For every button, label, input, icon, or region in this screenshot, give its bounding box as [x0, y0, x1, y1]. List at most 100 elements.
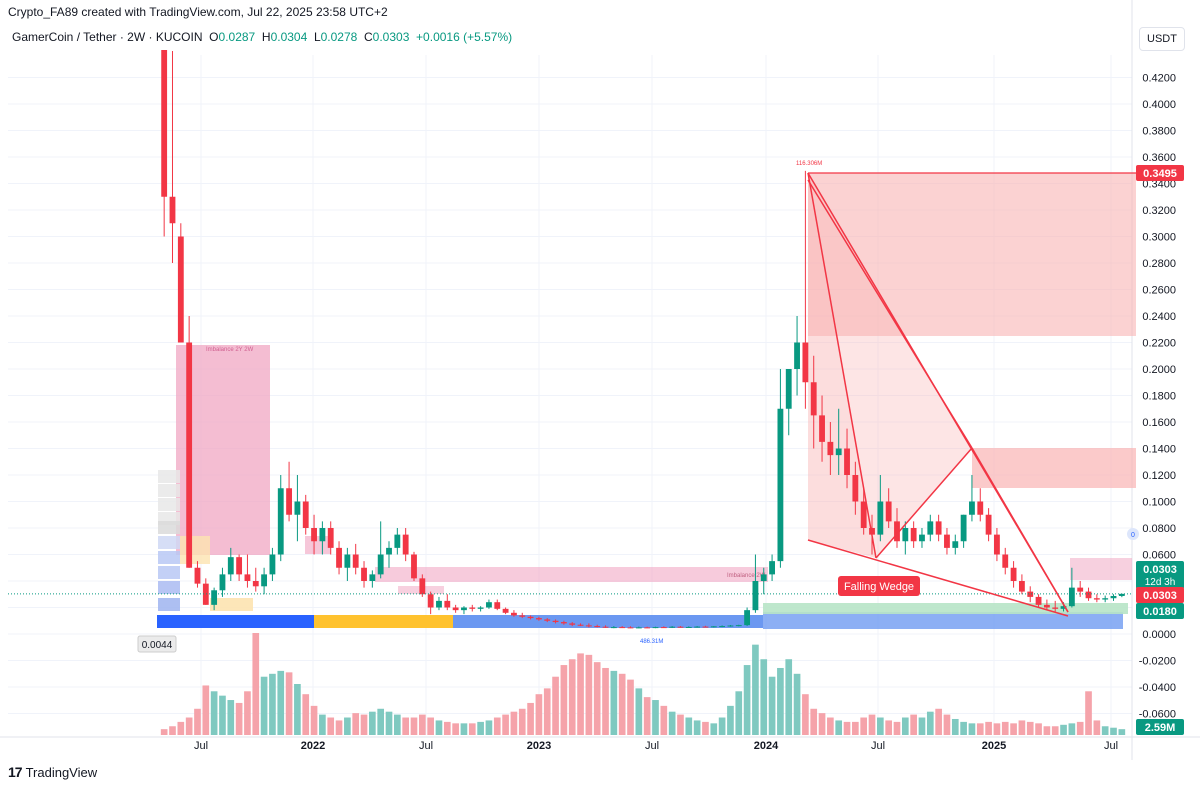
volume-bar: [435, 720, 443, 735]
candle-body: [669, 626, 676, 628]
volume-bar: [877, 717, 884, 735]
candle-body: [919, 534, 925, 542]
open-value: 0.0287: [218, 30, 256, 44]
candle-body: [1002, 554, 1009, 568]
volume-bar: [568, 659, 576, 735]
candle-body: [977, 501, 984, 515]
candle-body: [1010, 567, 1017, 581]
candle-body: [311, 528, 317, 542]
small-pink-zone: [305, 536, 331, 554]
candle-body: [752, 581, 759, 611]
volume-bar: [785, 659, 793, 735]
candle-body: [369, 574, 376, 581]
volume-bar: [943, 714, 951, 735]
volume-bar: [802, 694, 809, 735]
volume-bar: [818, 713, 826, 735]
candle-body: [819, 415, 825, 442]
currency-button[interactable]: USDT: [1139, 27, 1185, 51]
tradingview-logo-text: TradingView: [25, 764, 98, 780]
candle-body: [394, 534, 401, 548]
candle-body: [477, 607, 484, 609]
volume-bars: [160, 633, 1126, 735]
candle-body: [660, 627, 667, 629]
candle-body: [202, 583, 209, 605]
candle-body: [810, 382, 817, 416]
time-tick-label: 2025: [982, 740, 1006, 752]
volume-bar: [369, 711, 376, 735]
candle-body: [494, 602, 501, 609]
candle-body: [652, 627, 659, 629]
time-tick-label: Jul: [1104, 740, 1118, 752]
volume-bar: [302, 694, 310, 735]
candle-body: [602, 626, 609, 628]
candle-body: [1043, 604, 1050, 608]
order-block: [158, 581, 180, 594]
price-tick-label: 0.1600: [1142, 417, 1176, 429]
tradingview-logo[interactable]: 17 TradingView: [8, 764, 97, 780]
low-label: L: [313, 30, 321, 44]
candle-body: [777, 408, 784, 562]
volume-bar: [169, 726, 176, 735]
volume-bar: [593, 662, 601, 735]
price-tick-label: 0.2400: [1142, 311, 1176, 323]
volume-bar: [277, 670, 285, 735]
volume-bar: [1085, 691, 1092, 735]
volume-bar: [960, 721, 967, 735]
volume-bar: [418, 714, 426, 735]
volume-bar: [685, 717, 693, 735]
candle-body: [860, 501, 867, 528]
close-value: 0.0303: [372, 30, 410, 44]
price-tick-label: -0.0200: [1139, 656, 1176, 668]
volume-bar: [452, 723, 459, 735]
volume-bar: [252, 633, 260, 735]
volume-bar: [585, 654, 593, 735]
candle-body: [1068, 587, 1075, 607]
candle-body: [744, 610, 751, 626]
candle-body: [535, 618, 542, 620]
candle-body: [194, 567, 201, 584]
candle-body: [386, 547, 392, 555]
volume-bar: [635, 688, 643, 735]
volume-bar: [269, 673, 276, 735]
high-value: 0.0304: [270, 30, 308, 44]
candle-body: [336, 547, 342, 568]
volume-bar: [777, 667, 784, 735]
wedge-line: [807, 172, 877, 559]
support-price-label: 0.0180: [1143, 606, 1177, 618]
volume-bar: [294, 684, 301, 735]
volume-bar: [660, 705, 668, 735]
candle-body: [560, 622, 567, 624]
volume-bar: [335, 720, 343, 735]
candle-body: [910, 528, 917, 542]
price-tick-label: 0.1000: [1142, 497, 1176, 509]
volume-bar: [1010, 723, 1017, 735]
imbalance-zone-left-label: Imbalance 2Y 2W: [206, 347, 254, 353]
candle-body: [444, 600, 451, 608]
volume-bar: [244, 691, 251, 735]
symbol-name[interactable]: GamerCoin / Tether · 2W · KUCOIN: [12, 30, 203, 44]
time-tick-label: Jul: [419, 740, 433, 752]
price-tick-label: 0.4200: [1142, 73, 1176, 85]
price-tick-label: 0.2000: [1142, 364, 1176, 376]
volume-bar: [793, 673, 801, 735]
volume-bar: [743, 665, 751, 735]
volume-bar: [885, 720, 892, 735]
volume-bar: [1060, 724, 1067, 735]
candle-body: [885, 501, 892, 522]
candle-body: [569, 623, 576, 625]
volume-bar: [993, 723, 1001, 735]
volume-bar: [652, 700, 659, 735]
time-axis: Jul 2022 Jul 2023 Jul 2024 Jul 2025 Jul: [194, 740, 1118, 752]
candle-body: [1018, 581, 1025, 592]
volume-bar: [810, 708, 818, 735]
candle-body: [527, 616, 534, 619]
volume-bar: [1035, 723, 1042, 735]
candle-body: [802, 342, 809, 383]
candle-body: [902, 528, 909, 542]
candle-body: [769, 561, 775, 575]
volume-bar: [1068, 723, 1076, 735]
candle-body: [969, 501, 975, 515]
chart-overlay: 116.306M 486.31M Falling Wedge 0.0044: [8, 161, 1136, 653]
small-zero-label: 0: [1131, 532, 1135, 539]
